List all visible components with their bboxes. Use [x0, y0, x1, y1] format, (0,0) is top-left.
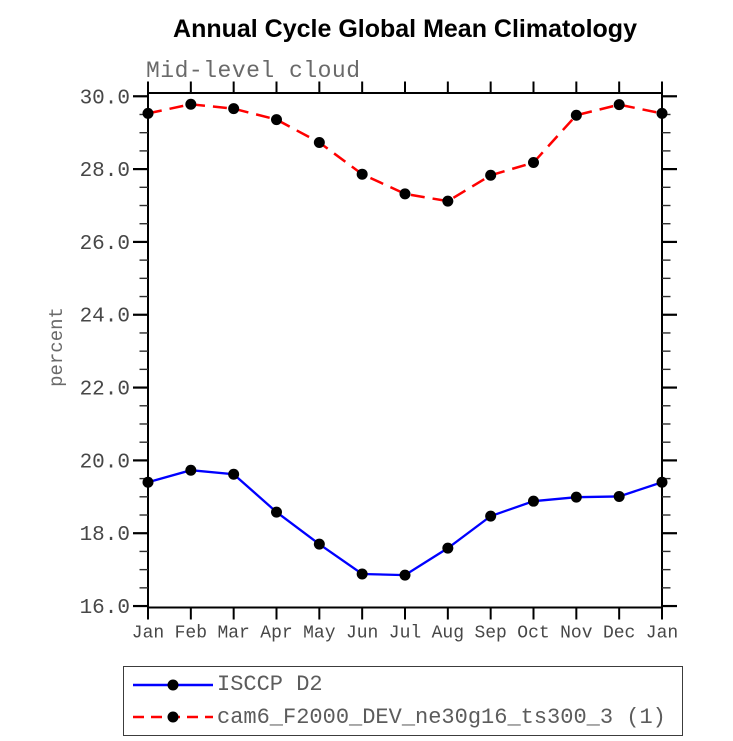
data-point-marker	[613, 99, 625, 111]
data-point-marker	[656, 476, 668, 488]
data-point-marker	[228, 103, 240, 115]
data-point-marker	[528, 495, 539, 507]
legend-item: ISCCP D2	[131, 670, 682, 700]
x-tick-label: Mar	[217, 624, 249, 644]
x-tick-label: Jul	[389, 624, 421, 644]
data-point-marker	[442, 542, 454, 554]
plot-border	[147, 92, 663, 609]
legend-item-label: ISCCP D2	[217, 672, 323, 698]
data-point-marker	[271, 114, 282, 126]
x-tick-label: Dec	[603, 624, 635, 644]
legend-item: cam6_F2000_DEV_ne30g16_ts300_3 (1)	[131, 702, 682, 732]
x-tick-label: Jun	[346, 624, 378, 644]
y-tick-label: 24.0	[80, 306, 130, 329]
x-tick-label: Nov	[560, 624, 593, 644]
data-point-marker	[356, 168, 368, 180]
x-tick-label: May	[303, 624, 336, 644]
data-point-marker	[142, 107, 154, 119]
chart-subtitle: Mid-level cloud	[146, 58, 361, 84]
y-tick-label: 20.0	[80, 451, 130, 474]
y-tick-label: 22.0	[80, 379, 130, 402]
legend-swatch	[133, 679, 213, 691]
y-tick-label: 28.0	[80, 160, 130, 183]
x-tick-label: Apr	[260, 624, 292, 644]
y-tick-label: 30.0	[80, 87, 130, 110]
data-point-marker	[528, 157, 539, 169]
x-tick-label: Jan	[646, 624, 678, 644]
data-point-marker	[570, 109, 582, 121]
y-tick-label: 16.0	[80, 597, 130, 620]
legend-swatch	[133, 711, 213, 723]
data-point-marker	[228, 468, 240, 480]
series-line	[147, 103, 663, 203]
legend-box: ISCCP D2 cam6_F2000_DEV_ne30g16_ts300_3 (…	[123, 666, 683, 736]
data-point-marker	[313, 538, 325, 550]
data-point-marker	[185, 98, 197, 110]
series-line	[147, 469, 663, 577]
data-point-marker	[142, 476, 154, 488]
data-point-marker	[313, 137, 325, 149]
data-point-marker	[442, 195, 454, 207]
legend-item-label: cam6_F2000_DEV_ne30g16_ts300_3 (1)	[217, 704, 666, 730]
data-point-marker	[399, 188, 411, 200]
y-tick-label: 18.0	[80, 524, 130, 547]
x-tick-label: Aug	[432, 624, 464, 644]
data-point-marker	[570, 491, 582, 503]
y-tick-label: 26.0	[80, 233, 130, 256]
legend-marker-dot	[167, 679, 179, 691]
data-point-marker	[485, 510, 497, 522]
x-tick-label: Feb	[175, 624, 207, 644]
data-point-marker	[399, 569, 411, 581]
data-point-marker	[185, 464, 197, 476]
x-tick-label: Oct	[517, 624, 549, 644]
data-point-marker	[356, 568, 368, 580]
data-point-marker	[485, 169, 497, 181]
x-tick-label: Sep	[474, 624, 506, 644]
chart-title: Annual Cycle Global Mean Climatology	[173, 15, 637, 43]
plot-area: 16.0 18.0 20.0 22.0 24.0 26.0 28.0 30.0 Jan Feb Ma…	[80, 81, 678, 644]
legend-marker-dot	[167, 711, 179, 723]
x-tick-label: Jan	[132, 624, 164, 644]
data-point-marker	[271, 506, 282, 518]
data-point-marker	[613, 490, 625, 502]
data-point-marker	[656, 107, 668, 119]
